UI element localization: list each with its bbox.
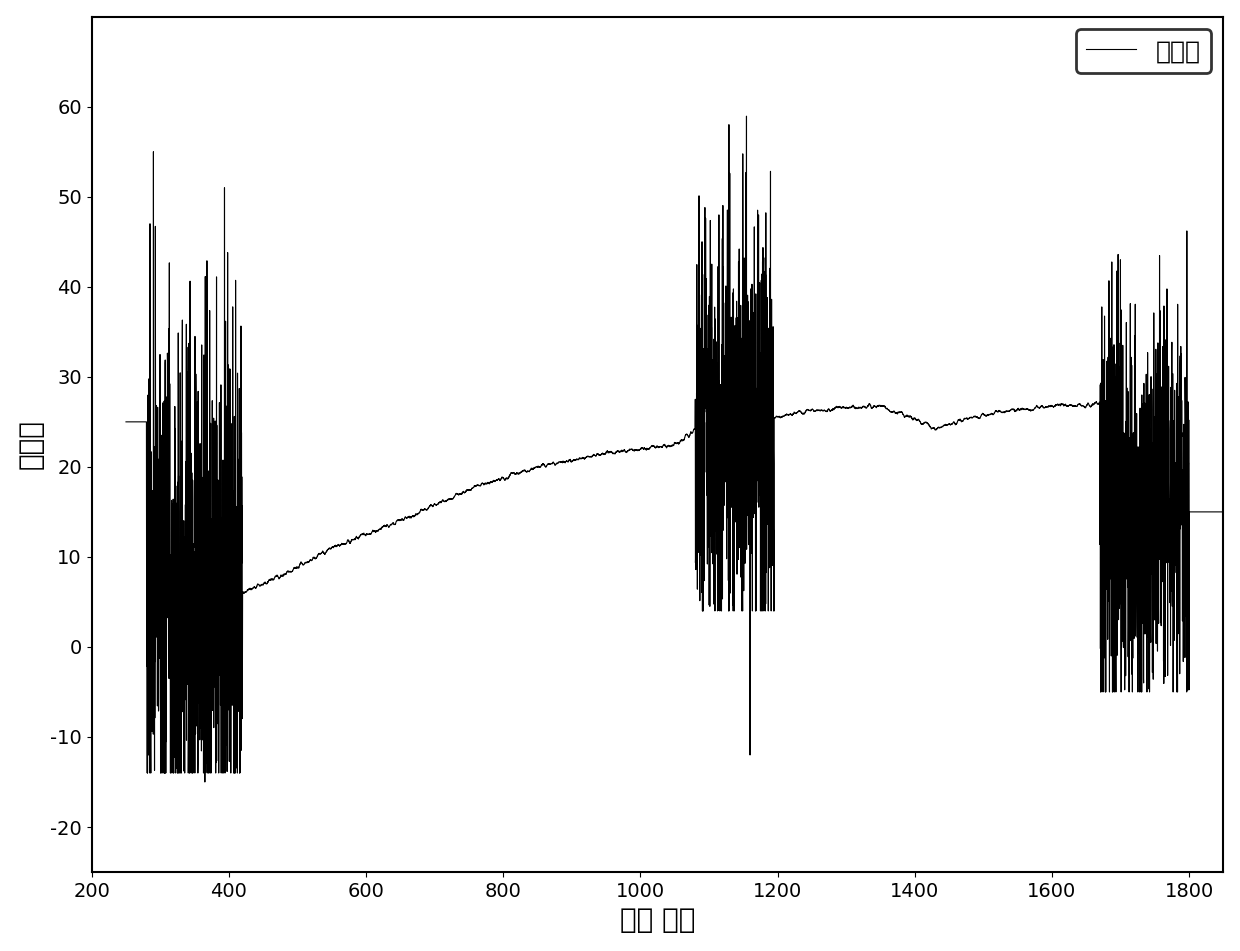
反射率 (516, 465, 531, 476)
反射率 (174, 767, 188, 779)
反射率 (1216, 506, 1231, 517)
反射率 (768, 412, 782, 423)
X-axis label: 光谱 波长: 光谱 波长 (620, 906, 696, 934)
Line: 反射率: 反射率 (126, 116, 1224, 782)
反射率 (991, 406, 1006, 417)
Y-axis label: 反射率: 反射率 (16, 419, 45, 469)
Legend: 反射率: 反射率 (1076, 29, 1210, 73)
反射率 (119, 417, 134, 428)
反射率 (739, 110, 754, 122)
反射率 (197, 776, 212, 787)
反射率 (816, 405, 831, 417)
反射率 (932, 422, 947, 434)
